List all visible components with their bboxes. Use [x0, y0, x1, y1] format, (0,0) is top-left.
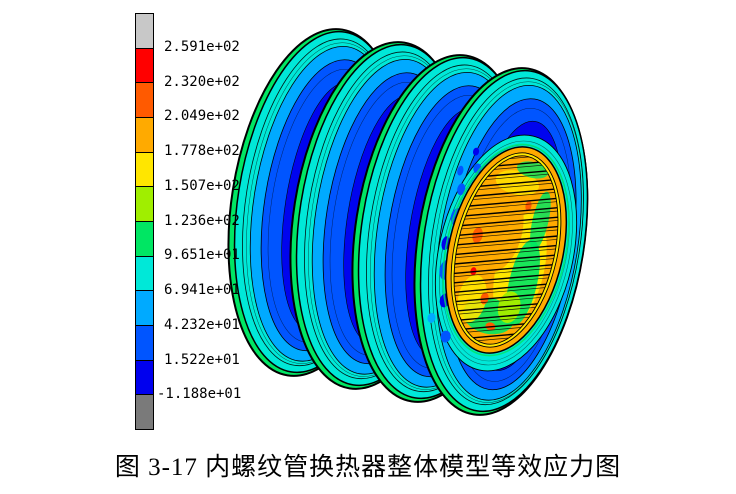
- colorbar-segment: [136, 326, 153, 361]
- figure-caption: 图 3-17 内螺纹管换热器整体模型等效应力图: [114, 454, 622, 481]
- colorbar-segment: [136, 118, 153, 153]
- colorbar-segment: [136, 291, 153, 327]
- colorbar-segment: [136, 152, 153, 188]
- colorbar-segment: [136, 48, 153, 84]
- colorbar-segment: [136, 222, 153, 257]
- colorbar-segment: [136, 83, 153, 119]
- colorbar-segment: [136, 256, 153, 292]
- tube-sheet: [439, 143, 573, 357]
- colorbar-track: [135, 13, 154, 430]
- colorbar-segment: [136, 14, 153, 49]
- colorbar-segment: [136, 187, 153, 223]
- colorbar-segment: [136, 360, 153, 396]
- rim-transition-ring: [442, 143, 570, 357]
- colorbar-segment: [136, 395, 153, 430]
